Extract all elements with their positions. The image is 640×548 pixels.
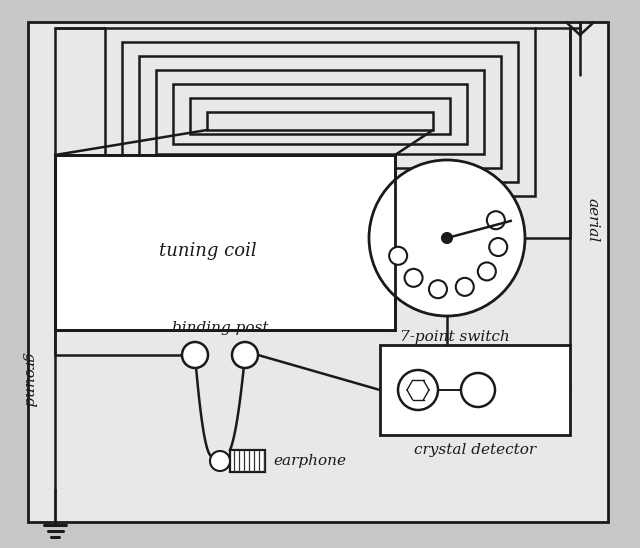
Circle shape (232, 342, 258, 368)
Circle shape (489, 238, 508, 256)
Bar (190, 98, 450, 134)
Circle shape (442, 233, 452, 243)
Bar (55, 155, 395, 330)
Text: earphone: earphone (273, 454, 346, 468)
Circle shape (461, 373, 495, 407)
Bar (55, 155, 395, 330)
Circle shape (429, 280, 447, 298)
Circle shape (369, 160, 525, 316)
Text: ground: ground (21, 352, 35, 408)
Bar (105, 28, 535, 196)
Text: binding post: binding post (172, 321, 268, 335)
Bar (173, 84, 467, 144)
Bar (139, 56, 501, 168)
Text: 7-point switch: 7-point switch (400, 330, 510, 344)
Circle shape (478, 262, 496, 281)
Circle shape (487, 211, 505, 229)
Bar (230, 450, 265, 472)
Circle shape (182, 342, 208, 368)
Text: crystal detector: crystal detector (414, 443, 536, 457)
Circle shape (456, 278, 474, 296)
Circle shape (210, 451, 230, 471)
Bar (122, 42, 518, 182)
Circle shape (398, 370, 438, 410)
Circle shape (389, 247, 407, 265)
Bar (156, 70, 484, 154)
Circle shape (404, 269, 422, 287)
Bar (380, 345, 570, 435)
Text: aerial: aerial (585, 198, 599, 242)
Bar (207, 112, 433, 130)
Text: tuning coil: tuning coil (159, 242, 257, 260)
